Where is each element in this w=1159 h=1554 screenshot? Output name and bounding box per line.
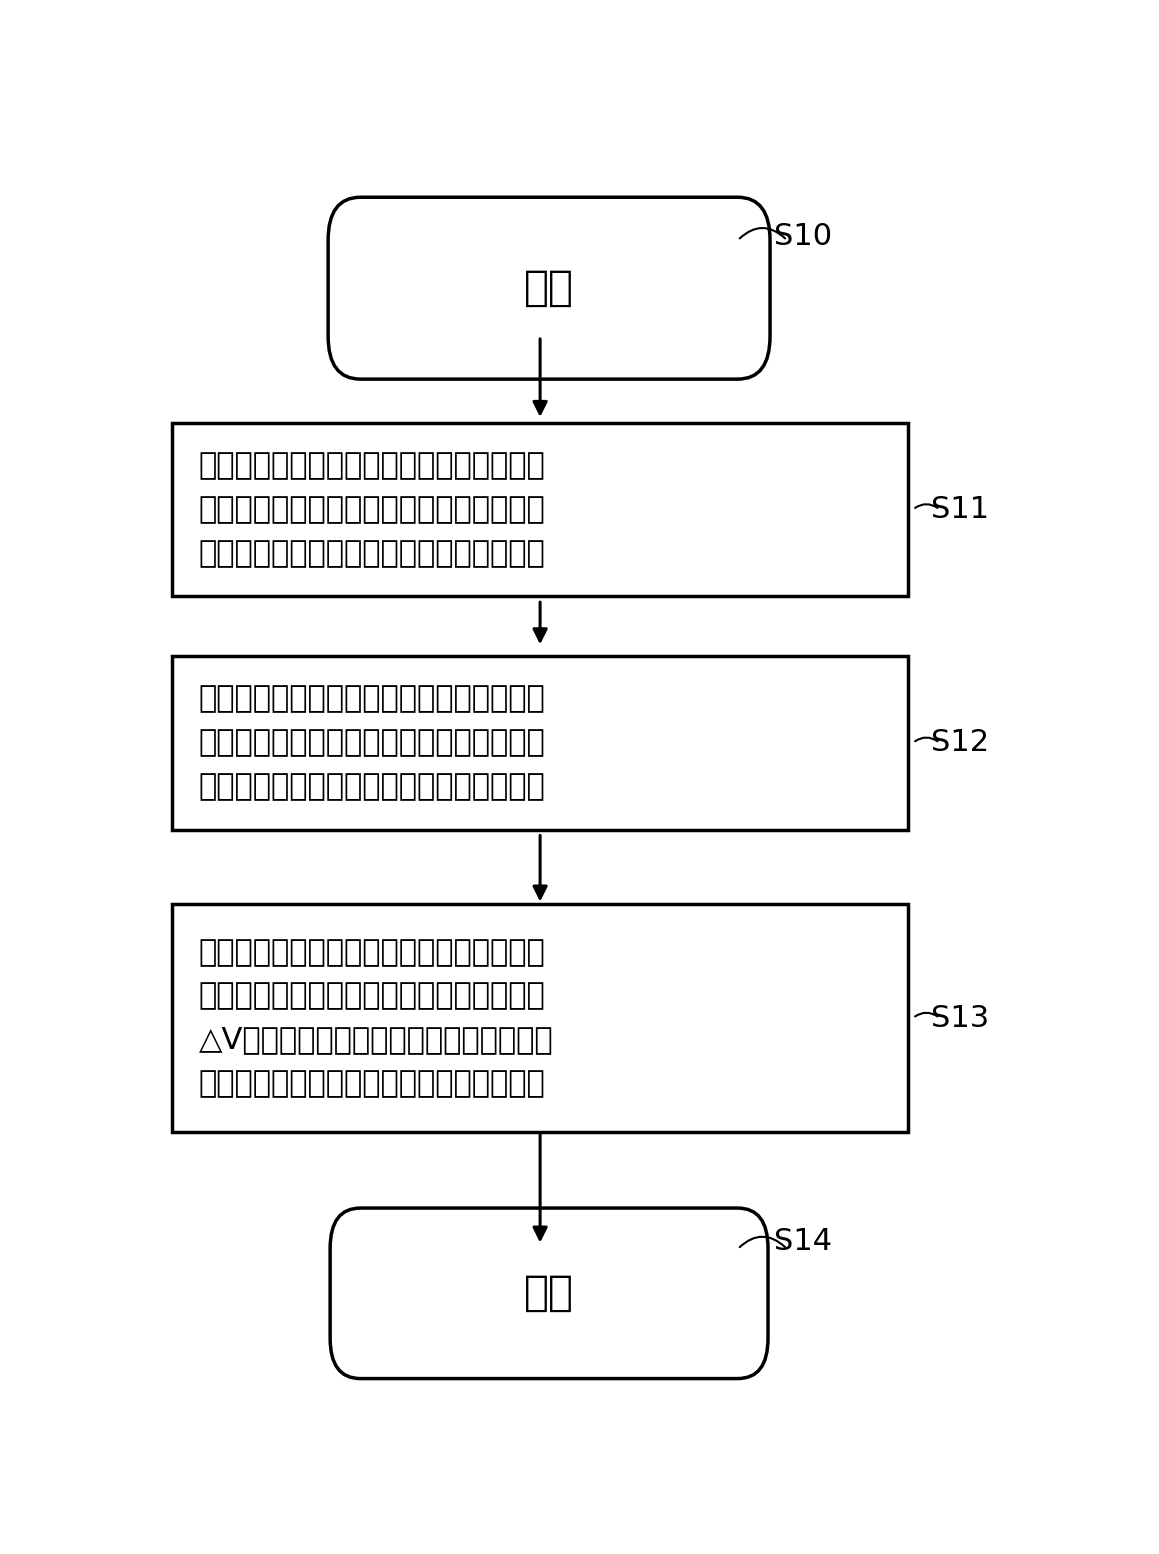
Text: S12: S12: [931, 729, 989, 757]
Text: S11: S11: [931, 496, 989, 524]
Text: 当最高单体电池电压低于单体电池电压上限
值的复归值时，将充电电压以预设电压步长
△V渐次升高，直至电池组电压达到预设恒
定电压值且电池组电流低至充电电流结束值: 当最高单体电池电压低于单体电池电压上限 值的复归值时，将充电电压以预设电压步长 …: [199, 937, 553, 1099]
FancyBboxPatch shape: [330, 1207, 768, 1378]
Bar: [172, 656, 909, 830]
Text: S10: S10: [774, 222, 832, 252]
Text: 当监测到锂离子电池组的最高单体电池电压
达到设定上限值时，转为恒压充电，以当前
锂离子电池组电压值对电池组进行恒压充电: 当监测到锂离子电池组的最高单体电池电压 达到设定上限值时，转为恒压充电，以当前 …: [199, 684, 546, 802]
Text: 结束: 结束: [524, 1273, 574, 1315]
Text: S13: S13: [931, 1004, 989, 1032]
Bar: [172, 904, 909, 1131]
Text: 对锂离子电池组进行恒流充电；实时监测各
单体电池电压，从电压高于平均值的电池取
能量对电压低于平均值的电池进行均衡充电: 对锂离子电池组进行恒流充电；实时监测各 单体电池电压，从电压高于平均值的电池取 …: [199, 451, 546, 569]
Bar: [172, 423, 909, 597]
Text: S14: S14: [774, 1228, 832, 1256]
Text: 启动: 启动: [524, 267, 574, 309]
FancyBboxPatch shape: [328, 197, 770, 379]
